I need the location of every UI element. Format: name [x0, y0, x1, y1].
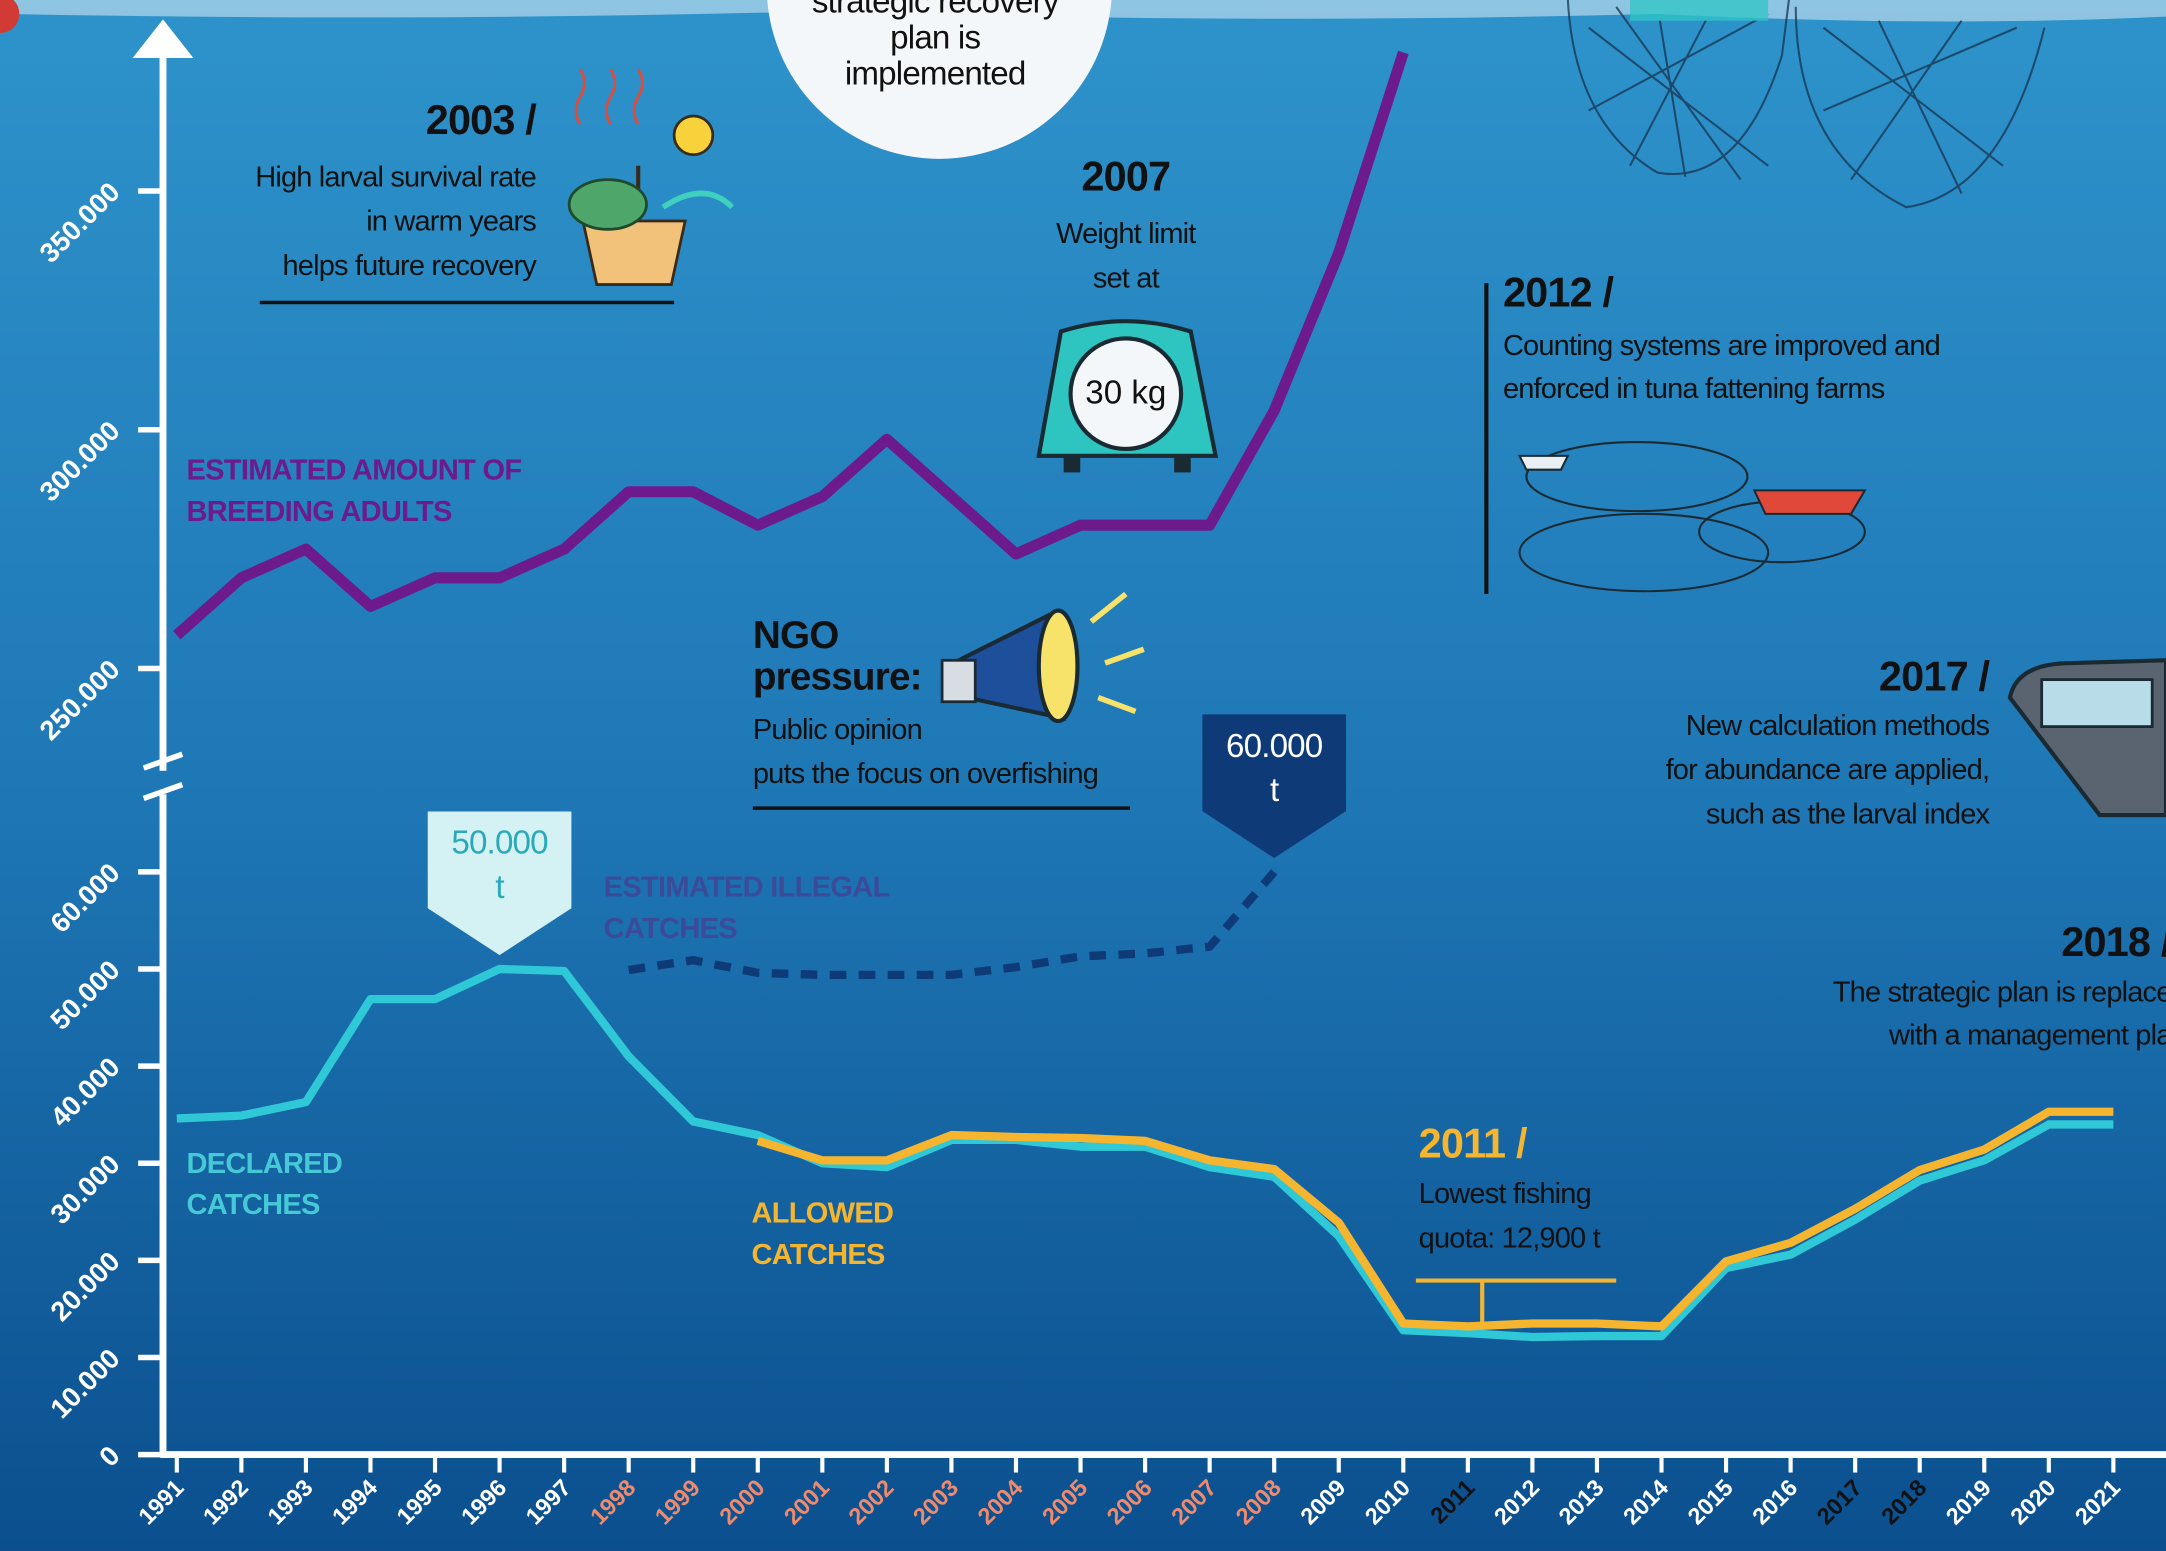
event-text: implemented [521, 55, 1350, 94]
event-text: The strategic plan is replace [1833, 974, 2166, 1013]
event-text: Lowest fishing [1419, 1176, 1591, 1215]
event-text: quota: 12,900 t [1419, 1220, 1600, 1259]
event-title: 2012 / [1503, 272, 1613, 316]
legend-label: DECLARED CATCHES [186, 1144, 352, 1227]
event-title: 2003 / [426, 99, 536, 143]
event-text: for abundance are applied, [1666, 751, 1990, 790]
weight-badge: 30 kg [1085, 374, 1166, 411]
event-text: High larval survival rate [255, 159, 536, 198]
event-text: in warm years [366, 203, 536, 242]
event-text: enforced in tuna fattening farms [1503, 370, 1884, 409]
value-label: 60.000 t [1219, 725, 1330, 813]
event-text: Counting systems are improved and [1503, 327, 1940, 366]
event-text: New calculation methods [1686, 707, 1989, 746]
value-label: 50.000 t [444, 823, 555, 911]
event-text: set at [711, 260, 1540, 299]
legend-label: ESTIMATED ILLEGAL CATCHES [604, 868, 908, 951]
event-text: such as the larval index [1706, 796, 1989, 835]
event-text: Weight limit [711, 215, 1540, 254]
infographic: 010.00020.00030.00040.00050.00060.000250… [0, 0, 2166, 1551]
event-text: helps future recovery [282, 247, 535, 286]
page: 010.00020.00030.00040.00050.00060.000250… [0, 0, 2166, 1551]
event-text: puts the focus on overfishing [753, 756, 1098, 795]
event-title: 2017 / [1879, 656, 1989, 700]
event-title: 2011 / [1419, 1123, 1527, 1167]
event-title: 2018 / [2061, 921, 2166, 965]
event-text: with a management pla [1889, 1017, 2166, 1056]
event-text: plan is [521, 19, 1350, 58]
event-title: 2007 [711, 156, 1540, 200]
legend-label: ESTIMATED AMOUNT OF BREEDING ADULTS [186, 450, 531, 533]
event-text: Public opinion [753, 711, 922, 750]
legend-label: ALLOWED CATCHES [751, 1194, 917, 1277]
event-title: NGO pressure: [753, 615, 933, 698]
